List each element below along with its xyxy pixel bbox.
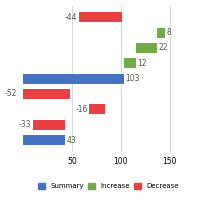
Text: -33: -33	[19, 120, 31, 129]
Text: 8: 8	[166, 28, 171, 37]
Text: 43: 43	[66, 136, 76, 145]
Bar	[136, 43, 157, 53]
Bar	[79, 12, 122, 22]
Bar	[23, 74, 124, 84]
Bar	[89, 104, 105, 114]
Bar	[23, 135, 65, 145]
Legend: Summary, Increase, Decrease: Summary, Increase, Decrease	[35, 180, 182, 192]
Text: 103: 103	[125, 74, 140, 83]
Text: 12: 12	[137, 59, 147, 68]
Bar	[19, 89, 70, 99]
Text: -16: -16	[76, 105, 88, 114]
Bar	[33, 120, 65, 130]
Text: -52: -52	[5, 89, 17, 98]
Text: -44: -44	[65, 13, 77, 22]
Text: 22: 22	[159, 43, 168, 52]
Bar	[157, 28, 165, 38]
Bar	[124, 58, 136, 68]
